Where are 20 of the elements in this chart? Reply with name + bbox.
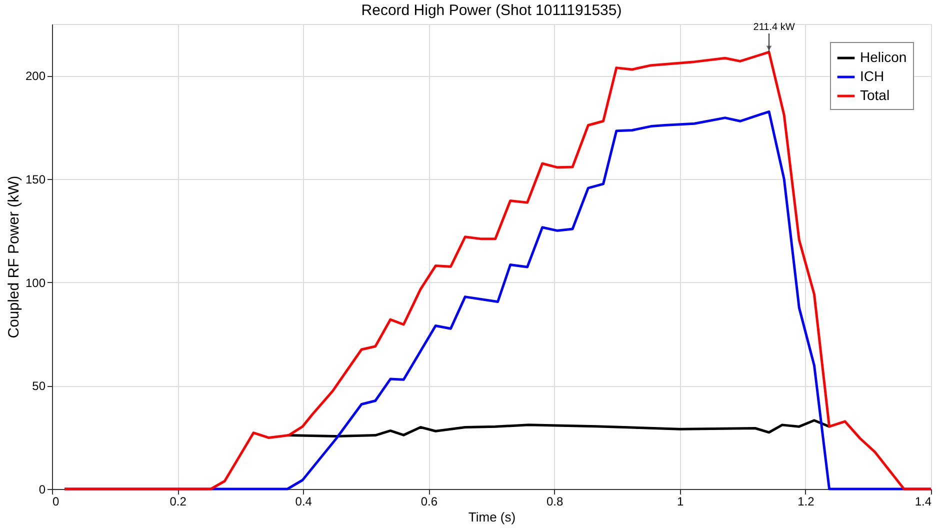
y-tick-label: 200 bbox=[25, 69, 46, 84]
y-tick-label: 0 bbox=[38, 482, 46, 496]
x-tick-label: 1.4 bbox=[914, 494, 932, 508]
legend-label: Total bbox=[860, 87, 890, 103]
legend-label: Helicon bbox=[860, 49, 907, 65]
x-tick-label: 0.8 bbox=[546, 494, 564, 508]
x-tick-label: 0.6 bbox=[420, 494, 438, 508]
x-tick-label: 0 bbox=[52, 494, 60, 508]
legend-label: ICH bbox=[860, 68, 884, 84]
chart-title: Record High Power (Shot 1011191535) bbox=[361, 2, 622, 20]
x-tick-label: 1 bbox=[677, 494, 684, 508]
x-tick-label: 1.2 bbox=[798, 494, 815, 508]
x-tick-label: 0.4 bbox=[295, 494, 312, 508]
y-tick-label: 150 bbox=[25, 172, 46, 186]
y-tick-label: 50 bbox=[32, 379, 46, 394]
y-axis-title: Coupled RF Power (kW) bbox=[5, 176, 22, 338]
x-axis-title: Time (s) bbox=[468, 510, 516, 524]
y-tick-label: 100 bbox=[25, 276, 46, 290]
x-tick-label: 0.2 bbox=[170, 494, 187, 508]
annotation: 211.4 kW bbox=[753, 22, 796, 34]
